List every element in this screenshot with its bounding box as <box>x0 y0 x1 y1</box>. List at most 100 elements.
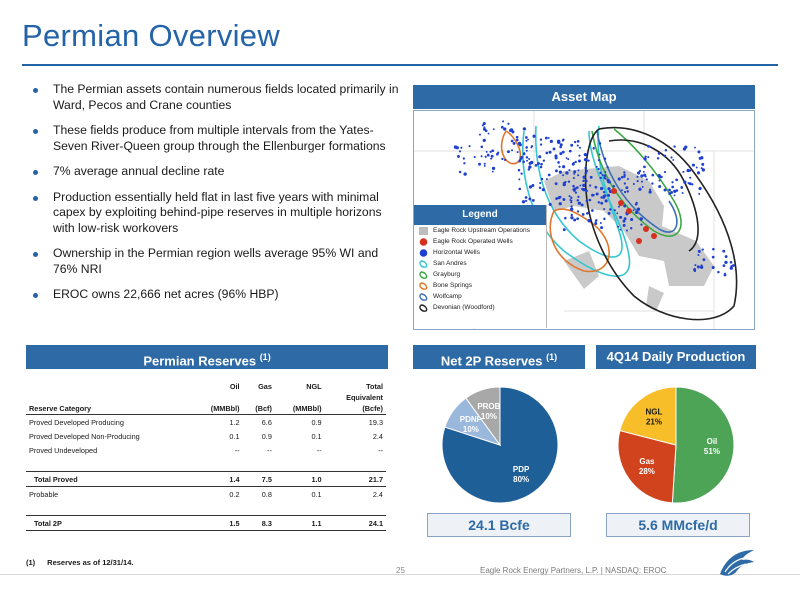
well-dot <box>686 168 690 173</box>
well-dot <box>600 196 603 199</box>
well-dot <box>642 170 645 173</box>
table-row-probable: Probable 0.2 0.8 0.1 2.4 <box>26 487 386 502</box>
well-dot <box>619 228 622 231</box>
well-dot <box>711 255 715 259</box>
well-dot <box>576 210 580 213</box>
well-dot <box>698 192 701 195</box>
well-dot <box>612 185 616 188</box>
well-dot <box>516 151 519 154</box>
cell-gas: 0.8 <box>261 489 272 499</box>
well-dot <box>689 176 692 179</box>
well-dot <box>532 134 536 138</box>
well-dot <box>634 202 638 206</box>
well-dot <box>640 174 644 178</box>
legend-label: Devonian (Woodford) <box>433 304 495 311</box>
well-dot <box>525 146 528 149</box>
col-ngl-title: NGL <box>306 382 322 391</box>
well-dot <box>696 171 701 175</box>
cell-total: 2.4 <box>372 431 383 441</box>
reserves-header-note: (1) <box>259 352 271 362</box>
well-dot <box>583 158 588 162</box>
well-dot <box>599 221 602 224</box>
well-dot <box>729 260 733 264</box>
well-dot <box>460 146 463 149</box>
cell-ngl: 0.1 <box>311 489 322 499</box>
well-dot <box>607 180 611 184</box>
bullet-item: Production essentially held flat in last… <box>30 190 402 237</box>
well-dot <box>564 217 567 220</box>
pie-slice-oil <box>671 386 735 504</box>
well-dot <box>577 169 580 172</box>
bullet-dot-icon <box>33 293 38 298</box>
well-dot <box>693 269 697 273</box>
well-dot <box>623 182 627 185</box>
well-dot <box>482 138 486 143</box>
pie-category-label: Oil <box>707 437 718 446</box>
well-dot <box>717 270 720 274</box>
cell-total: -- <box>378 445 383 455</box>
well-dot <box>484 155 487 158</box>
well-dot <box>613 209 617 212</box>
cell-ngl: 0.1 <box>311 431 322 441</box>
well-dot <box>545 178 548 181</box>
well-dot <box>458 170 462 174</box>
well-dot <box>578 146 581 149</box>
well-dot <box>548 202 552 206</box>
legend-label: Bone Springs <box>433 282 473 289</box>
cell-ngl: 1.0 <box>274 471 325 487</box>
cell-oil: 1.2 <box>229 417 240 427</box>
well-dot <box>559 145 562 149</box>
well-dot <box>617 225 620 228</box>
well-dot <box>485 150 488 153</box>
legend-item-upstream: Eagle Rock Upstream Operations <box>414 225 546 236</box>
well-dot <box>672 159 675 161</box>
well-dot <box>697 249 701 253</box>
well-dot <box>697 254 700 256</box>
well-dot <box>623 175 626 178</box>
well-dot <box>501 157 504 161</box>
well-dot <box>570 201 573 204</box>
well-dot <box>694 264 697 267</box>
well-dot <box>664 148 668 152</box>
well-dot <box>643 173 647 177</box>
col-category-header: Reserve Category <box>26 403 193 415</box>
well-dot <box>636 175 639 178</box>
well-dot <box>540 177 544 181</box>
gray-square-icon <box>419 226 428 235</box>
bullet-item: These fields produce from multiple inter… <box>30 123 402 154</box>
well-dot <box>702 258 706 262</box>
well-dot <box>603 194 607 198</box>
well-dot <box>684 145 688 149</box>
well-dot <box>647 156 650 159</box>
well-dot <box>562 228 566 232</box>
well-dot <box>700 265 704 269</box>
well-dot <box>639 217 643 221</box>
well-dot <box>594 221 598 225</box>
well-dot <box>524 196 528 199</box>
well-dot <box>520 172 523 175</box>
outline-icon <box>419 292 428 301</box>
well-dot <box>619 215 623 219</box>
well-dot <box>670 156 673 159</box>
well-dot <box>547 173 551 177</box>
well-dot <box>634 210 639 215</box>
legend-item-bone-springs: Bone Springs <box>414 280 546 291</box>
well-dot <box>478 133 481 136</box>
well-dot <box>656 157 660 160</box>
well-dot <box>597 159 601 162</box>
well-dot <box>617 205 620 208</box>
well-dot <box>538 186 542 189</box>
well-dot <box>483 164 486 167</box>
well-dot <box>503 127 507 131</box>
well-dot <box>623 217 627 221</box>
well-dot <box>480 145 484 149</box>
well-dot <box>663 188 667 192</box>
well-dot <box>673 145 676 148</box>
well-dot <box>668 188 671 192</box>
bullet-dot-icon <box>33 129 38 134</box>
well-dot <box>562 165 566 169</box>
well-dot <box>588 198 592 202</box>
well-dot <box>520 155 524 159</box>
well-dot <box>626 178 629 181</box>
bullet-text: Ownership in the Permian region wells av… <box>53 246 379 276</box>
